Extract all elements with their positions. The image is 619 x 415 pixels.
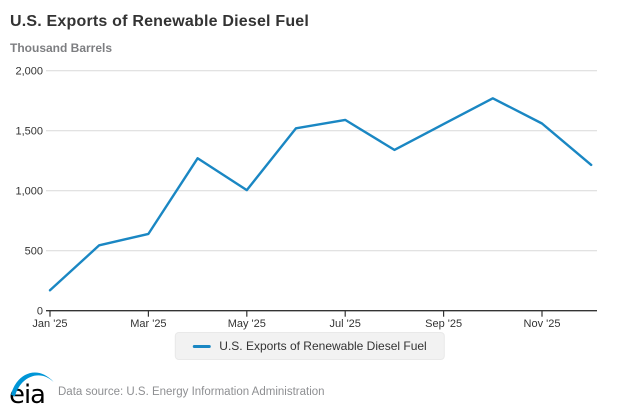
x-axis-label: Jul '25 — [329, 318, 360, 330]
chart-title: U.S. Exports of Renewable Diesel Fuel — [10, 13, 310, 30]
y-axis-label: 1,000 — [15, 186, 43, 198]
legend-line-swatch — [192, 344, 211, 348]
line-chart-plot-area: 0 500 1,000 1,500 2,000 Jan '25 Mar '25 May '25… — [15, 66, 597, 330]
y-axis-label: 0 — [37, 306, 43, 318]
x-axis-label: Sep '25 — [425, 318, 462, 330]
x-axis-label: Mar '25 — [130, 318, 166, 330]
footer: eia Data source: U.S. Energy Information… — [0, 364, 619, 415]
y-axis-label: 500 — [25, 246, 43, 258]
x-axis-label: May '25 — [228, 318, 266, 330]
legend-label: U.S. Exports of Renewable Diesel Fuel — [219, 339, 427, 353]
eia-logo: eia — [9, 372, 54, 407]
x-axis-label: Nov '25 — [524, 318, 561, 330]
legend[interactable]: U.S. Exports of Renewable Diesel Fuel — [174, 332, 445, 360]
chart-subtitle: Thousand Barrels — [10, 41, 113, 55]
y-axis-label: 1,500 — [15, 126, 43, 138]
x-axis-label: Jan '25 — [32, 318, 67, 330]
data-source-text: Data source: U.S. Energy Information Adm… — [58, 386, 325, 398]
series-line — [48, 97, 593, 292]
y-axis-label: 2,000 — [15, 66, 43, 78]
eia-logo-swoosh-icon — [11, 372, 54, 397]
